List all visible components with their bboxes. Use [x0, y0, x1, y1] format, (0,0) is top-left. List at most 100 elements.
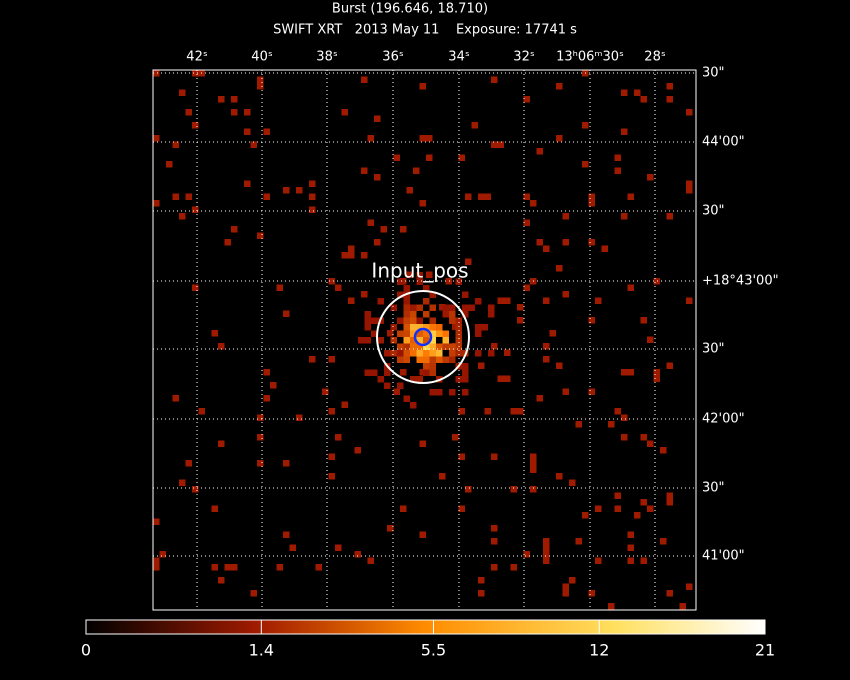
pixel — [543, 297, 550, 304]
pixel — [436, 343, 443, 350]
pixel — [449, 311, 456, 318]
pixel — [455, 350, 462, 357]
pixel — [172, 193, 179, 200]
pixel — [562, 213, 569, 220]
pixel — [449, 389, 456, 396]
ra-label: 38ˢ — [316, 50, 338, 65]
pixel — [361, 167, 368, 174]
pixel — [416, 304, 423, 311]
pixel — [283, 460, 290, 467]
pixel — [367, 135, 374, 142]
pixel — [556, 362, 563, 369]
pixel — [276, 284, 283, 291]
pixel — [263, 128, 270, 135]
title: Burst (196.646, 18.710) — [332, 2, 488, 17]
pixel — [556, 265, 563, 272]
pixel — [416, 356, 423, 363]
pixel — [569, 479, 576, 486]
pixel — [468, 304, 475, 311]
pixel — [364, 369, 371, 376]
pixel — [410, 317, 417, 324]
pixel — [491, 525, 498, 532]
pixel — [436, 389, 443, 396]
pixel — [569, 577, 576, 584]
pixel — [393, 388, 400, 395]
pixel — [397, 330, 404, 337]
pixel — [257, 76, 264, 83]
pixel — [484, 193, 491, 200]
pixel — [449, 304, 456, 311]
pixel — [387, 330, 394, 337]
pixel — [458, 453, 465, 460]
pixel — [530, 460, 537, 467]
pixel — [416, 350, 423, 357]
pixel — [361, 76, 368, 83]
pixel — [640, 434, 647, 441]
pixel — [257, 83, 264, 90]
pixel — [475, 298, 482, 305]
pixel — [442, 311, 449, 318]
pixel — [442, 356, 449, 363]
pixel — [257, 460, 264, 467]
pixel — [250, 141, 257, 148]
pixel — [588, 239, 595, 246]
pixel — [416, 272, 423, 279]
pixel — [397, 291, 404, 298]
pixel — [211, 564, 218, 571]
pixel — [488, 350, 495, 357]
pixel — [462, 304, 469, 311]
pixel — [686, 109, 693, 116]
pixel — [377, 298, 384, 305]
pixel — [562, 291, 569, 298]
pixel — [403, 311, 410, 318]
pixel — [410, 311, 417, 318]
pixel — [601, 245, 608, 252]
colorbar-label: 1.4 — [249, 641, 274, 660]
pixel — [588, 200, 595, 207]
pixel — [475, 350, 482, 357]
pixel — [159, 551, 166, 558]
pixel — [403, 350, 410, 357]
pixel — [328, 408, 335, 415]
pixel — [523, 284, 530, 291]
pixel — [478, 577, 485, 584]
pixel — [211, 505, 218, 512]
pixel — [634, 89, 641, 96]
pixel — [497, 375, 504, 382]
pixel — [153, 135, 160, 142]
pixel — [523, 193, 530, 200]
dec-label: 42'00" — [702, 412, 745, 427]
annotation: Input_pos — [371, 259, 468, 283]
pixel — [439, 473, 446, 480]
pixel — [257, 232, 264, 239]
pixel — [488, 304, 495, 311]
pixel — [403, 285, 410, 292]
pixel — [462, 369, 469, 376]
pixel — [582, 122, 589, 129]
pixel — [416, 343, 423, 350]
pixel — [478, 590, 485, 597]
pixel — [153, 564, 160, 571]
pixel — [384, 350, 391, 357]
pixel — [455, 337, 462, 344]
pixel — [361, 291, 368, 298]
pixel — [510, 564, 517, 571]
pixel — [481, 324, 488, 331]
dec-label: 30" — [702, 66, 725, 81]
pixel — [543, 551, 550, 558]
pixel — [536, 239, 543, 246]
pixel — [153, 70, 160, 77]
pixel — [423, 369, 430, 376]
pixel — [442, 304, 449, 311]
pixel — [556, 135, 563, 142]
pixel — [614, 505, 621, 512]
pixel — [478, 362, 485, 369]
pixel — [608, 421, 615, 428]
pixel — [341, 401, 348, 408]
pixel — [449, 356, 456, 363]
pixel — [530, 486, 537, 493]
pixel — [530, 466, 537, 473]
pixel — [523, 96, 530, 103]
pixel — [436, 350, 443, 357]
pixel — [364, 337, 371, 344]
